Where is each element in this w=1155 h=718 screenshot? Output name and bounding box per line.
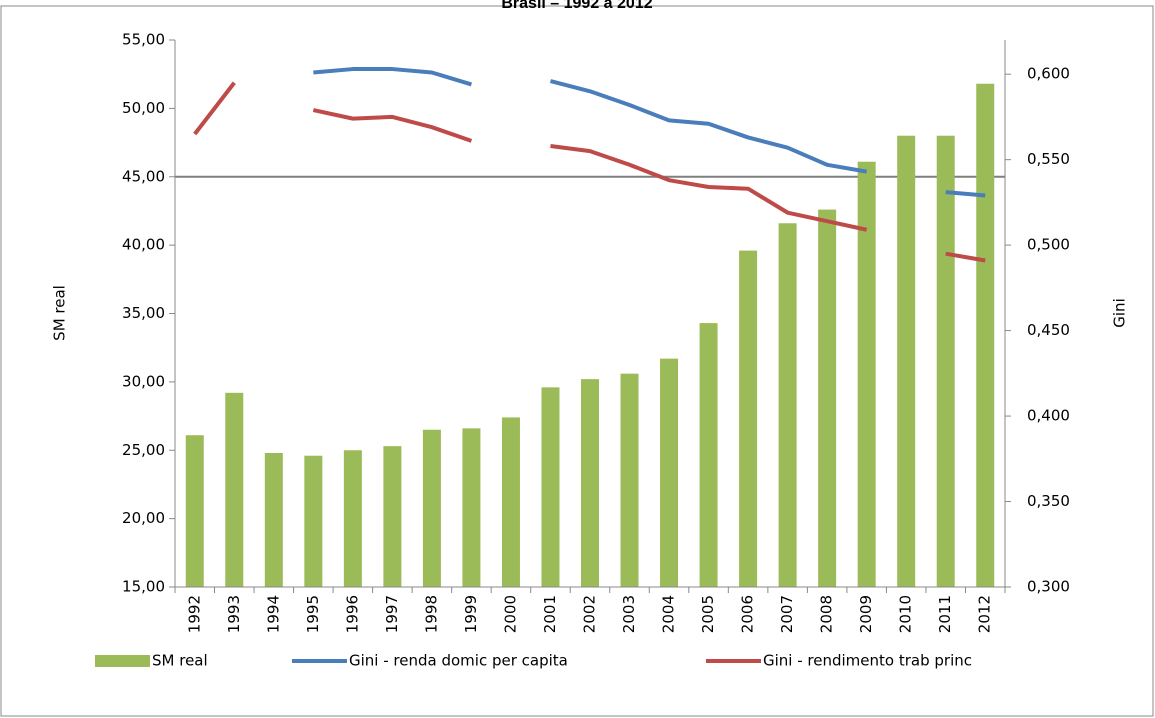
y2-tick-label: 0,500 (1027, 236, 1070, 254)
bar (818, 209, 837, 587)
bar (778, 223, 797, 587)
x-tick-label: 2002 (581, 595, 599, 633)
bar (462, 428, 481, 587)
bar (699, 323, 718, 587)
x-tick-label: 2004 (660, 595, 678, 633)
legend-label: SM real (152, 652, 208, 670)
x-tick-label: 2011 (936, 595, 954, 633)
legend-label: Gini - renda domic per capita (349, 652, 568, 670)
x-tick-label: 2010 (897, 595, 915, 633)
bar (541, 387, 560, 587)
bar (620, 373, 639, 587)
x-tick-label: 1997 (383, 595, 401, 633)
y2-tick-label: 0,300 (1027, 578, 1070, 596)
x-tick-label: 1994 (264, 595, 282, 633)
x-tick-label: 2009 (857, 595, 875, 633)
legend-swatch (95, 655, 150, 667)
x-tick-label: 2001 (541, 595, 559, 633)
y2-tick-label: 0,600 (1027, 65, 1070, 83)
bar (422, 429, 441, 587)
legend-label: Gini - rendimento trab princ (763, 652, 972, 670)
bar (897, 135, 916, 587)
bar (660, 358, 679, 587)
line-series (193, 81, 986, 263)
x-tick-label: 1996 (343, 595, 361, 633)
bar (581, 379, 599, 587)
y-tick-label: 45,00 (122, 167, 165, 185)
y-tick-label: 35,00 (122, 304, 165, 322)
y-tick-label: 30,00 (122, 372, 165, 390)
bar (857, 161, 876, 587)
bar (343, 450, 362, 587)
y-tick-label: 40,00 (122, 236, 165, 254)
x-tick-label: 1998 (422, 595, 440, 633)
bar (185, 435, 204, 587)
x-tick-label: 1995 (304, 595, 322, 633)
y2-axis-label: Gini (1111, 298, 1129, 327)
bar (225, 392, 244, 587)
bar (739, 250, 758, 587)
y2-tick-label: 0,350 (1027, 492, 1070, 510)
y2-tick-label: 0,550 (1027, 150, 1070, 168)
x-tick-label: 1999 (462, 595, 480, 633)
bar (976, 83, 995, 587)
bar (936, 135, 955, 587)
x-tick-label: 2006 (739, 595, 757, 633)
y2-tick-label: 0,450 (1027, 321, 1070, 339)
x-tick-label: 1993 (225, 595, 243, 633)
y-tick-label: 25,00 (122, 441, 165, 459)
chart-title: Brasil – 1992 a 2012 (501, 0, 652, 12)
x-tick-label: 1992 (185, 595, 203, 633)
y-tick-label: 50,00 (122, 99, 165, 117)
x-tick-label: 2005 (699, 595, 717, 633)
x-tick-label: 2008 (818, 595, 836, 633)
y-tick-label: 20,00 (122, 509, 165, 527)
y-tick-label: 15,00 (122, 578, 165, 596)
bar (304, 455, 323, 587)
bar (501, 417, 520, 587)
y-tick-label: 55,00 (122, 31, 165, 49)
x-tick-label: 2007 (778, 595, 796, 633)
chart-frame (0, 5, 1154, 717)
y2-tick-label: 0,400 (1027, 407, 1070, 425)
bar (383, 446, 402, 587)
x-tick-label: 2012 (976, 595, 994, 633)
x-tick-label: 2003 (620, 595, 638, 633)
bar (264, 452, 283, 587)
y-axis-label: SM real (51, 285, 69, 341)
line-series (313, 67, 986, 198)
x-tick-label: 2000 (501, 595, 519, 633)
